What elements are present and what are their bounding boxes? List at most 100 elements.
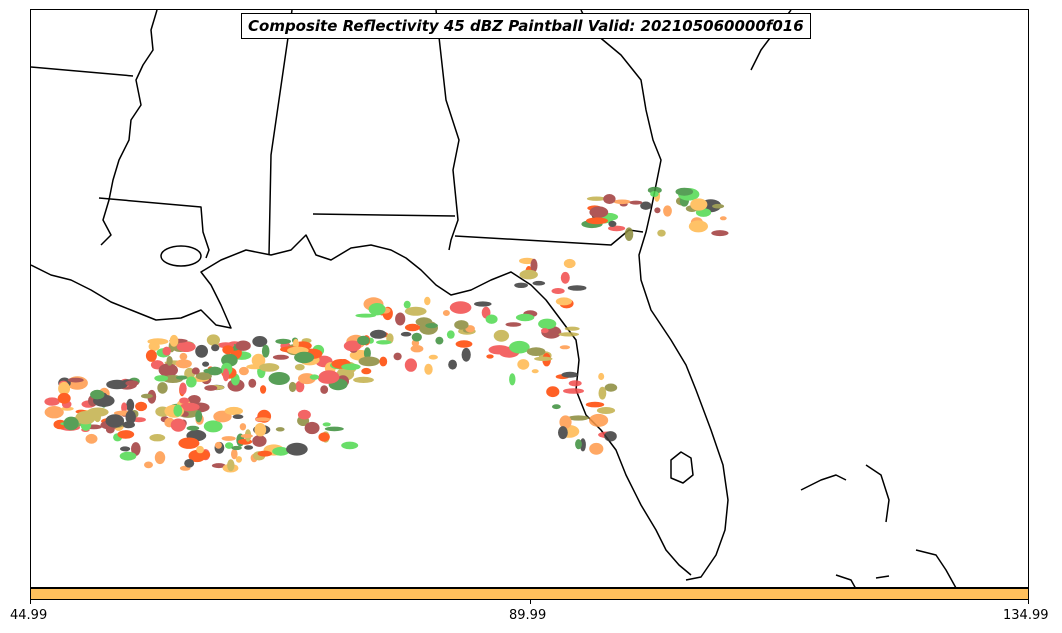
reflectivity-blob — [222, 368, 230, 382]
colorbar-tick-right — [1028, 600, 1029, 604]
reflectivity-blob — [711, 230, 729, 237]
reflectivity-blob — [162, 346, 171, 356]
reflectivity-blob — [558, 332, 580, 337]
reflectivity-blob — [567, 285, 587, 291]
reflectivity-blob — [179, 402, 200, 412]
reflectivity-blob — [169, 334, 179, 347]
reflectivity-blob — [244, 445, 254, 450]
reflectivity-blob — [505, 322, 522, 327]
reflectivity-blob — [575, 439, 582, 450]
lake-pontchartrain — [160, 245, 202, 267]
reflectivity-blob — [393, 352, 402, 361]
reflectivity-blob — [532, 280, 546, 286]
colorbar-tick-left — [30, 600, 31, 604]
reflectivity-blob — [154, 375, 169, 382]
reflectivity-blob — [564, 326, 580, 331]
reflectivity-blob — [251, 353, 266, 368]
reflectivity-blob — [147, 338, 169, 345]
reflectivity-blob — [145, 349, 157, 362]
reflectivity-blob — [509, 340, 530, 354]
reflectivity-blob — [341, 441, 359, 450]
reflectivity-blob — [449, 301, 472, 314]
reflectivity-blob — [589, 413, 609, 427]
reflectivity-blob — [343, 340, 362, 352]
reflectivity-blob — [526, 347, 546, 356]
reflectivity-blob — [589, 442, 604, 455]
reflectivity-blob — [424, 363, 433, 375]
reflectivity-blob — [361, 367, 372, 375]
reflectivity-blob — [485, 314, 498, 324]
reflectivity-blob — [370, 329, 387, 339]
bahamas-islands-4 — [835, 574, 856, 587]
reflectivity-blob — [196, 445, 205, 454]
reflectivity-blob — [203, 420, 223, 433]
colorbar-label-left: 44.99 — [10, 608, 48, 623]
reflectivity-blob — [418, 321, 438, 335]
reflectivity-blob — [517, 359, 530, 370]
reflectivity-blob — [85, 433, 98, 444]
reflectivity-blob — [141, 393, 153, 399]
al-fl-border — [312, 213, 456, 217]
reflectivity-blob — [125, 410, 136, 424]
reflectivity-blob — [589, 206, 609, 218]
reflectivity-blob — [272, 354, 289, 360]
reflectivity-blob — [559, 345, 571, 350]
reflectivity-blob — [403, 300, 411, 309]
reflectivity-blob — [195, 344, 209, 358]
bahamas-islands-2 — [865, 464, 890, 523]
ga-fl-border — [454, 229, 644, 246]
reflectivity-blob — [309, 374, 320, 380]
reflectivity-blob — [126, 398, 135, 412]
reflectivity-blob — [117, 430, 135, 439]
reflectivity-blob — [357, 335, 370, 346]
reflectivity-blob — [404, 358, 417, 372]
reflectivity-blob — [235, 456, 242, 463]
reflectivity-blob — [322, 422, 331, 427]
bahamas-islands — [800, 474, 847, 491]
reflectivity-blob — [176, 341, 196, 353]
reflectivity-blob — [144, 461, 153, 469]
reflectivity-blob — [563, 258, 576, 269]
reflectivity-blob — [238, 366, 249, 376]
reflectivity-blob — [604, 431, 617, 442]
reflectivity-blob — [179, 352, 188, 361]
reflectivity-blob — [304, 421, 320, 435]
reflectivity-blob — [519, 269, 538, 280]
reflectivity-blob — [173, 404, 183, 417]
reflectivity-blob — [122, 421, 135, 429]
reflectivity-blob — [175, 375, 188, 380]
reflectivity-blob — [268, 372, 290, 385]
reflectivity-blob — [166, 356, 173, 366]
reflectivity-blob — [379, 356, 388, 367]
reflectivity-blob — [186, 425, 200, 431]
reflectivity-blob — [363, 347, 371, 360]
bahamas-islands-3 — [915, 549, 957, 587]
atlantic-coast — [580, 10, 729, 581]
reflectivity-blob — [221, 436, 236, 441]
reflectivity-blob — [411, 332, 422, 342]
reflectivity-blob — [446, 330, 455, 339]
reflectivity-blob — [568, 380, 582, 387]
reflectivity-blob — [149, 434, 166, 442]
reflectivity-blob — [125, 380, 139, 387]
reflectivity-blob — [514, 282, 528, 288]
reflectivity-blob — [105, 426, 115, 434]
reflectivity-blob — [530, 258, 538, 273]
reflectivity-blob — [608, 220, 617, 227]
reflectivity-blob — [158, 363, 178, 378]
reflectivity-blob — [688, 220, 709, 233]
reflectivity-blob — [214, 441, 222, 449]
reflectivity-blob — [178, 437, 200, 449]
la-ar-border — [31, 66, 134, 77]
reflectivity-blob — [67, 377, 84, 383]
reflectivity-blob — [157, 382, 168, 394]
reflectivity-blob — [191, 367, 200, 375]
reflectivity-blob — [175, 359, 192, 369]
reflectivity-blob — [231, 448, 238, 460]
reflectivity-blob — [90, 389, 105, 400]
reflectivity-blob — [509, 373, 516, 386]
reflectivity-blob — [640, 201, 652, 210]
reflectivity-blob — [179, 382, 187, 395]
reflectivity-blob — [624, 227, 634, 241]
reflectivity-blob — [654, 207, 661, 214]
